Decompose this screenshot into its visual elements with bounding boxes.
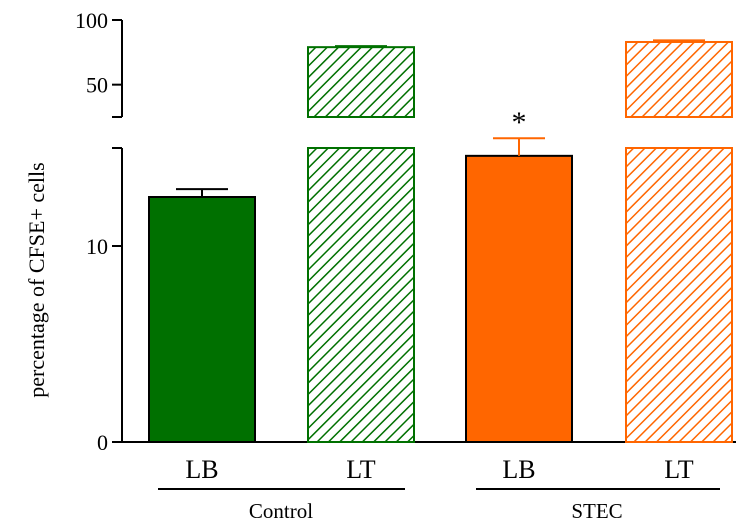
y-tick-label: 0 (97, 430, 108, 455)
bar-upper-segment (625, 40, 733, 119)
bar (148, 196, 256, 443)
x-tick-label: LB (502, 455, 535, 484)
x-tick-label: LT (346, 455, 375, 484)
group-label: STEC (571, 499, 622, 523)
bar-lower-segment (307, 147, 415, 443)
bar-upper-segment (307, 46, 415, 118)
significance-marker: * (512, 106, 527, 139)
y-tick-label: 100 (75, 8, 108, 33)
bar-lower-segment (625, 147, 733, 443)
y-tick-label: 10 (86, 234, 108, 259)
group-label: Control (249, 499, 313, 523)
x-tick-label: LT (664, 455, 693, 484)
bar (465, 154, 573, 443)
y-tick-label: 50 (86, 73, 108, 98)
y-axis-label: percentage of CFSE+ cells (24, 162, 49, 397)
x-tick-label: LB (185, 455, 218, 484)
bars (148, 39, 733, 443)
